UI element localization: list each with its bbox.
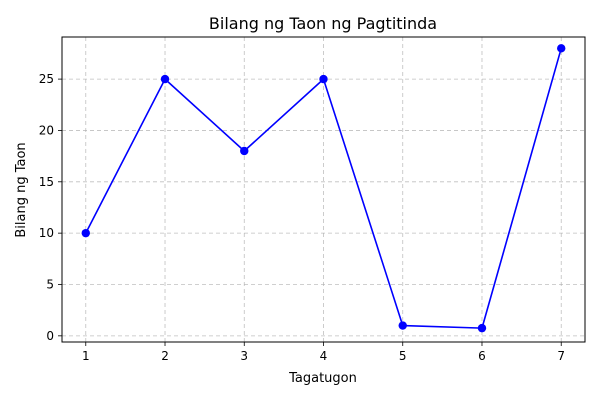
x-tick-label: 2	[161, 349, 169, 363]
data-point	[557, 44, 566, 53]
x-tick-label: 3	[240, 349, 248, 363]
data-point	[398, 321, 407, 330]
data-point	[81, 228, 90, 238]
y-tick-label: 15	[39, 175, 54, 189]
x-tick-label: 1	[82, 349, 90, 363]
y-tick-label: 25	[39, 72, 54, 86]
data-point	[240, 146, 249, 156]
y-axis-label: Bilang ng Taon	[14, 142, 29, 237]
x-tick-label: 7	[557, 349, 565, 363]
y-tick-label: 5	[46, 277, 54, 291]
data-point	[477, 323, 487, 333]
data-point	[160, 74, 170, 84]
x-tick-label: 4	[320, 349, 328, 363]
series-layer	[81, 44, 566, 333]
x-axis-label: Tagatugon	[288, 371, 357, 386]
y-tick-label: 10	[39, 226, 54, 240]
series-line	[85, 48, 562, 329]
data-point	[319, 74, 328, 84]
ticks-layer: 1 2 3 4 5 6 7 0 5 10 15 20 25	[39, 72, 565, 363]
y-tick-label: 20	[39, 123, 54, 137]
x-tick-label: 6	[478, 349, 486, 363]
x-tick-label: 5	[399, 349, 407, 363]
y-tick-label: 0	[46, 329, 54, 343]
chart-title: Bilang ng Taon ng Pagtitinda	[209, 14, 437, 33]
